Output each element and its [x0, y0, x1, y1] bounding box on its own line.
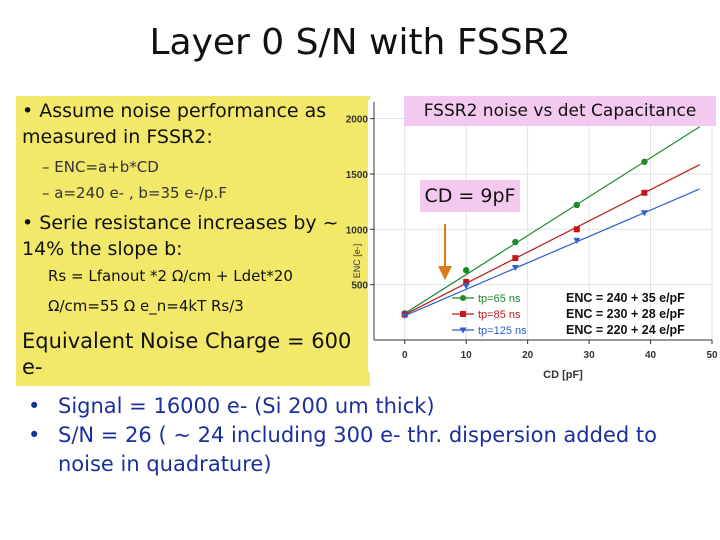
signal-text: Signal = 16000 e- (Si 200 um thick): [58, 394, 435, 418]
legend-series-name: tp=85 ns: [478, 309, 521, 321]
y-tick-label: 1000: [346, 225, 369, 236]
bullet-marker: •: [22, 212, 34, 234]
data-point: [511, 264, 519, 271]
y-tick-label: 1500: [346, 170, 369, 181]
slide-title: Layer 0 S/N with FSSR2: [149, 22, 571, 63]
bullet-marker: •: [28, 394, 41, 418]
legend-fit-formula: ENC = 230 + 28 e/pF: [566, 307, 685, 321]
bullet2-text: Serie resistance increases by ~ 14% the …: [22, 212, 339, 260]
chart-series: [401, 126, 701, 320]
data-point: [641, 189, 648, 196]
data-point: [573, 237, 581, 244]
legend-marker: [460, 295, 466, 301]
cd-arrow: [438, 224, 452, 280]
sub-bullet-ab: – a=240 e- , b=35 e-/p.F: [42, 184, 227, 202]
sub2-text: a=240 e- , b=35 e-/p.F: [54, 184, 227, 202]
bottom-bullet-signal: • Signal = 16000 e- (Si 200 um thick): [28, 392, 688, 421]
x-tick-label: 10: [461, 350, 473, 361]
bullet-marker: •: [28, 423, 41, 447]
chart-grid: [374, 102, 713, 340]
series-fit-line: [404, 164, 700, 316]
sn-text: S/N = 26 ( ~ 24 including 300 e- thr. di…: [58, 423, 657, 476]
data-point: [641, 158, 648, 165]
legend-fit-formula: ENC = 220 + 24 e/pF: [566, 323, 685, 337]
sub1-text: ENC=a+b*CD: [54, 158, 159, 176]
legend-series-name: tp=125 ns: [478, 325, 527, 337]
dash-marker: –: [42, 158, 50, 176]
data-point: [512, 238, 519, 246]
legend-marker: [459, 327, 467, 334]
equivalent-noise-charge: Equivalent Noise Charge = 600 e-: [22, 329, 352, 379]
legend-marker: [460, 311, 466, 317]
y-tick-label: 2000: [346, 115, 369, 126]
bottom-bullet-sn: • S/N = 26 ( ~ 24 including 300 e- thr. …: [28, 421, 688, 479]
x-tick-label: 20: [522, 350, 534, 361]
data-point: [573, 226, 580, 233]
data-point: [512, 255, 519, 262]
bullet-marker: •: [22, 100, 34, 122]
dash-marker: –: [42, 184, 50, 202]
enc-chart: 0 10 20 30 40 50 500 1000 1500 2000 CD [pF] ENC [e-…: [346, 100, 718, 381]
rs-formula-line1: Rs = Lfanout *2 Ω/cm + Ldet*20: [48, 267, 293, 285]
x-tick-label: 40: [645, 350, 657, 361]
data-point: [462, 283, 470, 290]
bullet-noise-assumption: • Assume noise performance as measured i…: [22, 98, 367, 150]
sub-bullet-enc: – ENC=a+b*CD: [42, 158, 159, 176]
x-tick-label: 0: [402, 350, 408, 361]
data-point: [573, 201, 580, 209]
bullet-serie-resistance: • Serie resistance increases by ~ 14% th…: [22, 210, 367, 262]
data-point: [463, 278, 470, 285]
chart-background: [368, 100, 718, 372]
legend-fit-formula: ENC = 240 + 35 e/pF: [566, 291, 685, 305]
x-tick-label: 30: [584, 350, 596, 361]
series-fit-line: [404, 188, 700, 317]
bottom-bullets: • Signal = 16000 e- (Si 200 um thick) • …: [28, 392, 688, 479]
y-axis-label: ENC [e-]: [352, 244, 362, 279]
arrow-head: [438, 266, 452, 280]
data-point: [462, 267, 470, 274]
series-fit-line: [404, 126, 701, 314]
cd-label-box: CD = 9pF: [420, 180, 520, 212]
chart-axes: 0 10 20 30 40 50 500 1000 1500 2000 CD [pF] ENC [e-…: [346, 102, 718, 381]
yellow-panel: [16, 96, 370, 386]
y-tick-label: 500: [351, 281, 368, 292]
data-point: [401, 313, 409, 320]
rs-formula-line2: Ω/cm=55 Ω e_n=4kT Rs/3: [48, 297, 244, 315]
x-axis-label: CD [pF]: [543, 369, 583, 381]
x-tick-label: 50: [706, 350, 718, 361]
bullet1-text: Assume noise performance as measured in …: [22, 100, 327, 148]
chart-title-box: FSSR2 noise vs det Capacitance: [404, 96, 716, 126]
legend-series-name: tp=65 ns: [478, 293, 521, 305]
data-point: [640, 210, 648, 217]
chart-legend: tp=65 ns ENC = 240 + 35 e/pF tp=85 ns ENC =…: [452, 291, 685, 337]
